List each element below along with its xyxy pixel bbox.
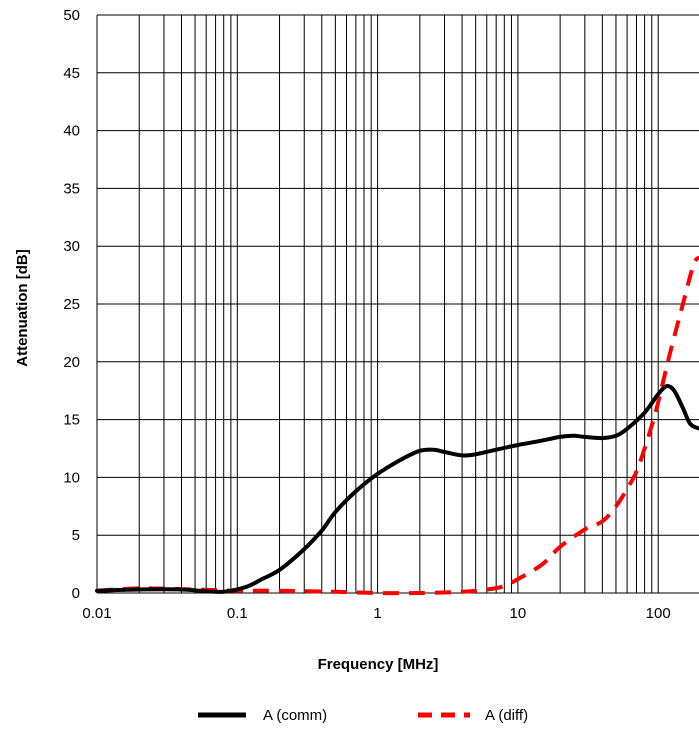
x-tick-label: 0.1 [227,605,248,622]
y-tick-label: 30 [63,238,80,255]
y-tick-label: 15 [63,412,80,429]
x-tick-label: 100 [646,605,671,622]
x-tick-label: 0.01 [82,605,111,622]
x-tick-label: 10 [510,605,527,622]
y-tick-label: 50 [63,7,80,24]
y-tick-label: 35 [63,180,80,197]
x-axis-title: Frequency [MHz] [318,656,439,673]
grid [96,14,699,594]
y-tick-label: 45 [63,65,80,82]
legend-label: A (comm) [263,707,327,724]
series-line-diff [96,255,699,596]
y-tick-label: 40 [63,123,80,140]
y-tick-labels: 0 5 10 15 20 25 30 35 40 45 50 [63,7,80,602]
x-tick-label: 1 [373,605,381,622]
y-tick-label: 5 [72,527,80,544]
y-axis-title: Attenuation [dB] [14,249,31,366]
legend-label: A (diff) [485,707,528,724]
y-tick-label: 0 [72,585,80,602]
y-tick-label: 10 [63,469,80,486]
y-tick-label: 20 [63,354,80,371]
series-line-comm [95,383,699,594]
legend: A (comm) A (diff) [198,707,528,724]
y-tick-label: 25 [63,296,80,313]
series-layer [95,255,699,596]
x-tick-labels: 0.01 0.1 1 10 100 [82,605,670,622]
